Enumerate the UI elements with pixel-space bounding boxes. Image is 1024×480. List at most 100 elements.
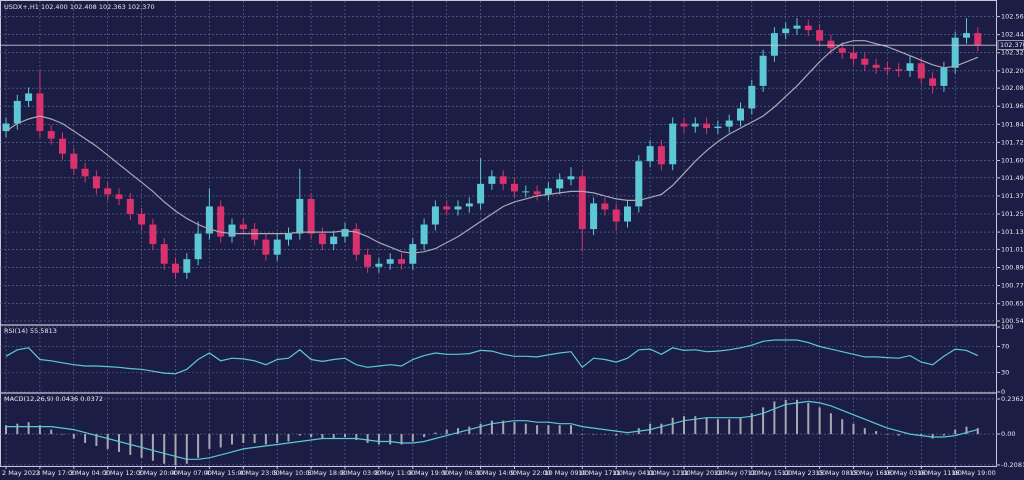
macd-bar <box>118 434 120 452</box>
macd-bar <box>61 434 64 435</box>
macd-bar <box>954 429 957 435</box>
candle-body <box>748 85 756 109</box>
y-tick-label: 101.845 <box>1001 120 1024 128</box>
y-tick-label: 101.725 <box>1001 138 1024 146</box>
candle-body <box>70 153 78 169</box>
candle-body <box>488 176 496 184</box>
macd-bar <box>581 434 584 435</box>
macd-bar <box>321 434 324 439</box>
y-tick-label: 30 <box>1001 369 1009 377</box>
candle-body <box>511 183 518 192</box>
candle-body <box>375 263 383 267</box>
macd-bar <box>366 434 369 443</box>
candle-body <box>296 198 304 234</box>
y-tick-label: 100.655 <box>1001 300 1024 308</box>
macd-bar <box>660 423 663 435</box>
macd-bar <box>818 407 821 435</box>
macd-bar <box>694 416 697 435</box>
candle-body <box>341 229 349 237</box>
macd-bar <box>445 429 448 435</box>
macd-bar <box>863 428 866 435</box>
candle-body <box>443 206 451 210</box>
candle-body <box>850 52 857 59</box>
y-tick-label: 100 <box>1001 323 1013 331</box>
macd-bar <box>796 399 798 435</box>
macd-bar <box>185 434 188 464</box>
candle-body <box>160 244 168 264</box>
x-tick-label: 4 May 15:00 <box>205 469 245 477</box>
candle-body <box>172 263 179 273</box>
y-tick-label: 101.965 <box>1001 102 1024 110</box>
candle-body <box>737 108 744 121</box>
macd-bar <box>570 425 572 435</box>
macd-bar <box>231 434 233 445</box>
y-tick-label: 101.015 <box>1001 245 1024 253</box>
candle-body <box>590 203 598 230</box>
macd-bar <box>298 434 301 436</box>
candle-body <box>624 206 631 222</box>
y-tick-label: 102.320 <box>1001 49 1024 57</box>
macd-bar <box>389 434 392 445</box>
candle-body <box>703 123 711 129</box>
candle-body <box>47 131 55 139</box>
candle-body <box>273 239 281 255</box>
macd-bar <box>829 413 832 435</box>
macd-bar <box>423 434 426 438</box>
candle-body <box>25 93 33 101</box>
macd-bar <box>931 434 934 439</box>
macd-bar <box>27 422 30 435</box>
macd-bar <box>355 434 358 441</box>
candle-body <box>149 224 157 245</box>
y-tick-label: 102.200 <box>1001 67 1024 75</box>
macd-bar <box>174 434 177 466</box>
macd-bar <box>140 434 143 458</box>
panel-title: MACD(12,26,9) 0.0436 0.0372 <box>4 395 103 403</box>
macd-bar <box>5 425 7 435</box>
candle-body <box>963 33 970 38</box>
price-label-box <box>997 40 1024 50</box>
candle-body <box>228 224 236 237</box>
candle-body <box>217 206 225 237</box>
candle-body <box>499 176 507 184</box>
x-tick-label: 11 May 04:00 <box>612 469 657 477</box>
candle-body <box>36 93 44 132</box>
candle-body <box>691 123 699 127</box>
candle-body <box>759 55 767 86</box>
candle-body <box>556 179 564 189</box>
y-tick-label: 102.085 <box>1001 84 1024 92</box>
candle-body <box>657 146 665 165</box>
candle-body <box>861 58 869 65</box>
x-tick-label: 12 May 23:00 <box>782 469 827 477</box>
macd-bar <box>287 434 290 442</box>
macd-bar <box>965 426 968 435</box>
candle-body <box>838 48 846 53</box>
macd-bar <box>479 423 482 435</box>
x-tick-label: 3 May 12:00 <box>104 469 144 477</box>
candle-body <box>409 244 417 264</box>
candle-body <box>13 100 21 124</box>
panel-title: USDX+,H1 102.400 102.408 102.363 102.370 <box>4 3 155 11</box>
candle-body <box>872 64 880 68</box>
candle-body <box>454 206 462 210</box>
macd-bar <box>750 413 753 435</box>
candle-body <box>183 259 191 273</box>
macd-bar <box>400 434 403 445</box>
x-tick-label: 10 May 09:00 <box>544 469 589 477</box>
candle-body <box>883 67 891 70</box>
macd-bar <box>276 434 279 443</box>
macd-bar <box>603 434 606 435</box>
candle-body <box>578 176 586 230</box>
candle-body <box>330 236 338 245</box>
macd-bar <box>457 428 459 435</box>
candle-body <box>940 67 948 86</box>
macd-bar <box>592 434 595 435</box>
moving-average <box>5 40 979 254</box>
candle-body <box>804 25 812 31</box>
rsi-line <box>5 339 979 375</box>
candle-body <box>104 188 112 195</box>
macd-bar <box>547 425 550 435</box>
candle-body <box>725 120 733 127</box>
y-tick-label: 101.130 <box>1001 228 1024 236</box>
